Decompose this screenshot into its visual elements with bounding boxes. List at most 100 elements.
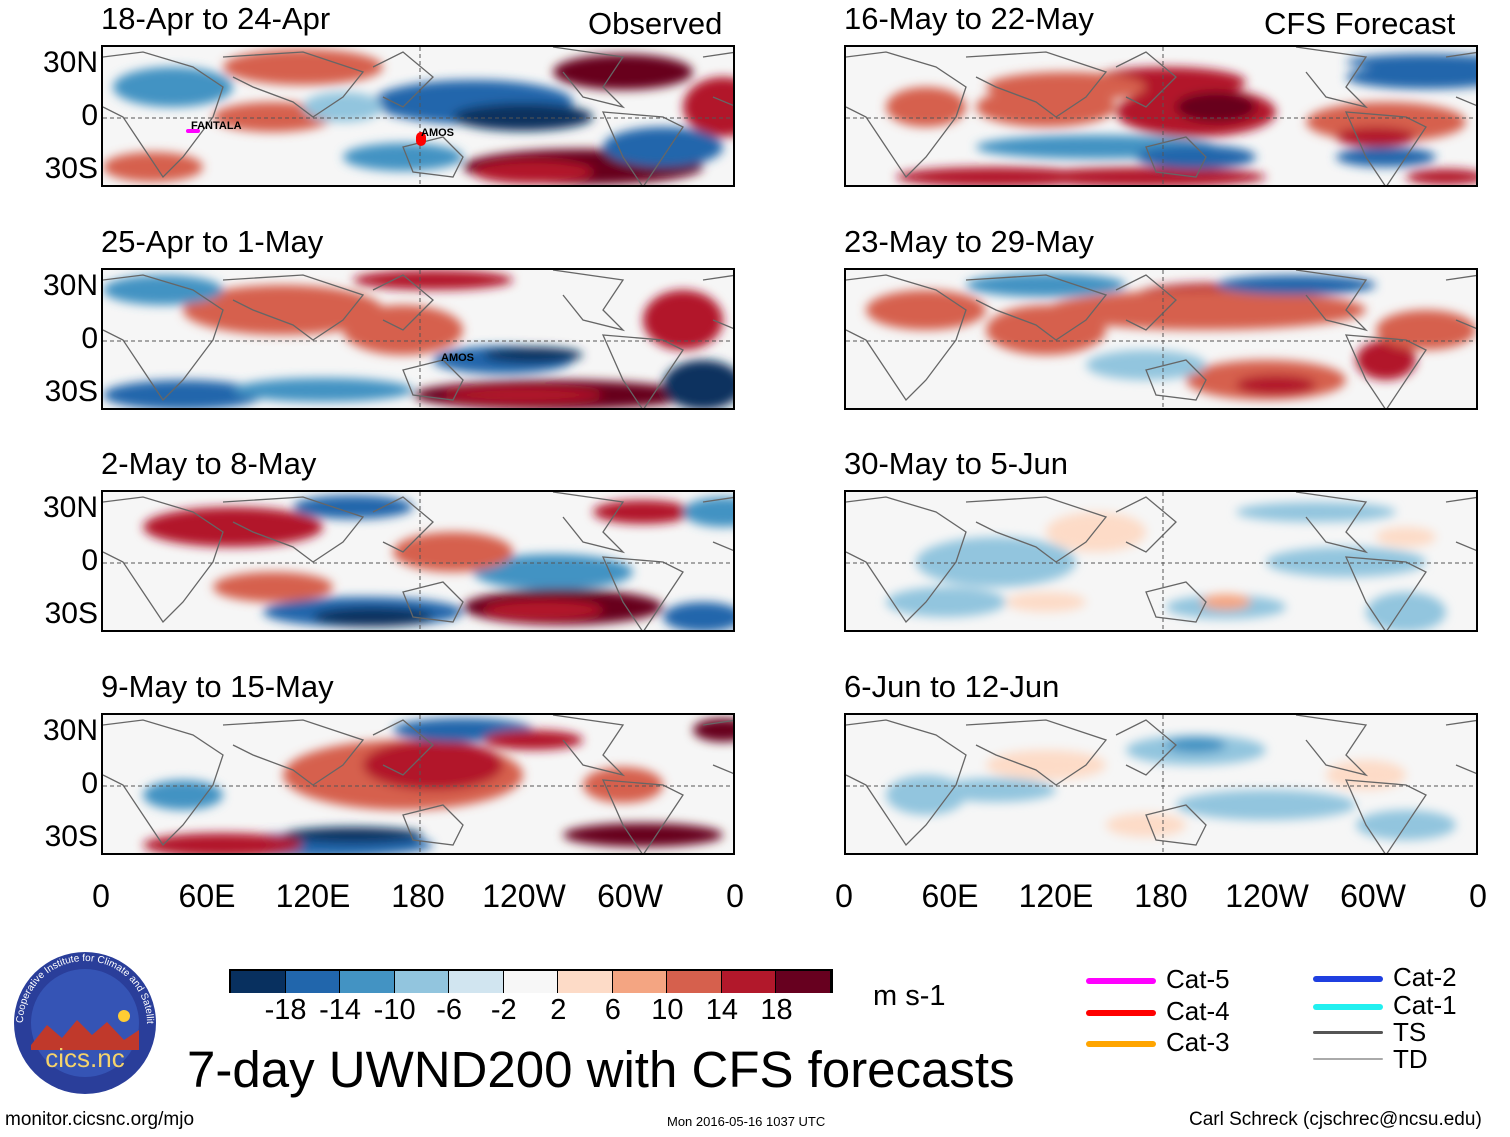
wind-anomaly-region: [293, 495, 413, 519]
colorbar-swatch: [558, 971, 613, 993]
wind-anomaly-region: [213, 572, 333, 602]
wind-anomaly-region: [313, 607, 433, 627]
coastlines: [846, 715, 1476, 853]
wind-anomaly-region: [886, 587, 1006, 617]
wind-anomaly-region: [353, 270, 513, 290]
colorbar-tick-label: 10: [651, 994, 684, 1026]
forecast-map-panel: [844, 490, 1478, 632]
lat-label: 30N: [42, 269, 98, 302]
storm-label-amos: AMOS: [421, 127, 454, 139]
wind-anomaly-region: [1086, 350, 1206, 380]
wind-anomaly-region: [693, 718, 733, 742]
wind-anomaly-region: [553, 54, 693, 90]
wind-anomaly-region: [1176, 92, 1256, 122]
lon-label: 60E: [178, 878, 236, 914]
lat-label: 30S: [44, 597, 98, 630]
observed-label: Observed: [588, 6, 723, 41]
colorbar-swatch: [503, 971, 559, 993]
colorbar-swatch: [449, 971, 504, 993]
colorbar: [229, 969, 833, 993]
wind-anomaly-region: [1106, 813, 1186, 837]
legend-label: Cat-3: [1166, 1027, 1230, 1057]
wind-anomaly-region: [143, 507, 323, 547]
wind-anomaly-region: [363, 740, 503, 790]
wind-anomaly-region: [886, 87, 966, 127]
wind-anomaly-region: [663, 602, 733, 630]
colorbar-tick-label: 14: [705, 994, 739, 1026]
lon-label: 60W: [597, 878, 663, 914]
lon-label: 120E: [275, 878, 351, 914]
wind-anomaly-region: [1346, 54, 1476, 70]
wind-anomaly-region: [683, 77, 733, 137]
legend-label: Cat-5: [1166, 964, 1230, 994]
colorbar-swatch: [612, 971, 668, 993]
wind-anomaly-region: [583, 767, 663, 803]
storm-label-amos: AMOS: [441, 352, 474, 364]
legend-line: [1086, 1041, 1156, 1047]
observed-panel-title: 18-Apr to 24-Apr: [101, 1, 331, 36]
wind-anomaly-region: [593, 500, 693, 524]
wind-anomaly-region: [1236, 375, 1316, 395]
wind-anomaly-region: [393, 532, 513, 572]
lat-label: 30N: [42, 46, 98, 79]
wind-anomaly-region: [143, 833, 303, 853]
lon-label: 180: [1134, 878, 1188, 914]
wind-anomaly-region: [1346, 65, 1476, 89]
legend-line: [1086, 1010, 1156, 1016]
colorbar-units: m s-1: [873, 980, 946, 1012]
observed-panel-title: 2-May to 8-May: [101, 446, 317, 481]
wind-anomaly-region: [1176, 790, 1356, 820]
lon-label: 0: [835, 878, 853, 914]
lon-label: 120W: [482, 878, 566, 914]
lat-label: 30N: [42, 491, 98, 524]
colorbar-swatch: [776, 971, 831, 993]
coastlines: [103, 492, 733, 630]
colorbar-tick-label: -14: [319, 994, 362, 1026]
wind-anomaly-region: [1006, 592, 1086, 612]
forecast-map-panel: [844, 713, 1478, 855]
legend-label: Cat-4: [1166, 996, 1230, 1026]
wind-anomaly-region: [1136, 145, 1256, 169]
footer-timestamp: Mon 2016-05-16 1037 UTC: [667, 1114, 826, 1129]
coastlines: [846, 270, 1476, 408]
wind-anomaly-region: [603, 127, 723, 167]
legend-line: [1313, 1004, 1383, 1010]
wind-anomaly-region: [976, 87, 1116, 127]
wind-anomaly-region: [1266, 547, 1426, 577]
legend-line: [1086, 978, 1156, 984]
footer-credit: Carl Schreck (cjschrec@ncsu.edu): [1189, 1109, 1482, 1130]
wind-anomaly-region: [483, 730, 583, 750]
coastlines: [103, 270, 733, 408]
footer-url[interactable]: monitor.cicsnc.org/mjo: [5, 1109, 195, 1130]
wind-anomaly-region: [473, 160, 593, 184]
observed-panel-title: 25-Apr to 1-May: [101, 224, 324, 259]
wind-anomaly-region: [1336, 127, 1416, 147]
wind-anomaly-region: [223, 49, 383, 85]
colorbar-swatch: [721, 971, 777, 993]
lon-label: 60W: [1340, 878, 1406, 914]
lat-label: 30S: [44, 820, 98, 853]
wind-anomaly-region: [986, 750, 1106, 780]
wind-anomaly-region: [1166, 737, 1226, 753]
wind-anomaly-region: [966, 273, 1126, 297]
wind-anomaly-region: [453, 103, 593, 131]
forecast-label: CFS Forecast: [1264, 6, 1456, 41]
wind-anomaly-region: [1376, 527, 1436, 547]
colorbar-tick-label: -6: [436, 994, 463, 1026]
wind-anomaly-region: [1216, 275, 1376, 295]
wind-anomaly-region: [1201, 594, 1251, 610]
colorbar-tick-label: 6: [604, 994, 621, 1026]
legend-label: TS: [1393, 1017, 1427, 1047]
wind-anomaly-region: [563, 823, 723, 847]
wind-anomaly-region: [1406, 169, 1476, 185]
wind-anomaly-region: [1356, 340, 1416, 380]
lon-label: 0: [1469, 878, 1487, 914]
forecast-panel-title: 30-May to 5-Jun: [844, 446, 1068, 481]
colorbar-swatch: [231, 971, 286, 993]
observed-panel-title: 9-May to 15-May: [101, 669, 334, 704]
lat-label: 0: [81, 767, 98, 800]
observed-map-panel: [101, 45, 735, 187]
cics-logo: Cooperative Institute for Climate and Sa…: [9, 942, 158, 1096]
colorbar-tick-label: 18: [760, 994, 793, 1026]
